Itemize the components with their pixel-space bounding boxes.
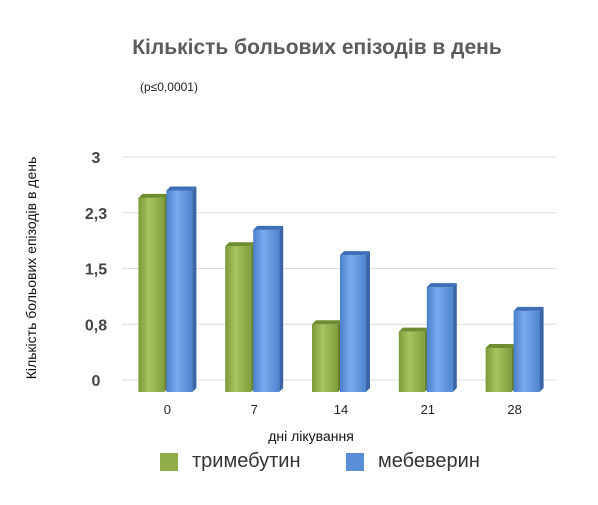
bar-mebeverin bbox=[426, 283, 457, 392]
y-axis-title: Кількість больових епізодів в день bbox=[23, 157, 39, 380]
legend-label-trimebutin: тримебутин bbox=[192, 450, 301, 472]
legend-item-mebeverin: мебеверин bbox=[346, 450, 480, 473]
x-tick-label: 21 bbox=[421, 402, 435, 417]
legend-label-mebeverin: мебеверин bbox=[378, 450, 480, 472]
bar-trimebutin bbox=[312, 320, 342, 392]
x-tick-label: 28 bbox=[507, 402, 521, 417]
legend-item-trimebutin: тримебутин bbox=[160, 450, 301, 473]
chart-subtitle: (p≤0,0001) bbox=[140, 80, 198, 94]
chart-title: Кількість больових епізодів в день bbox=[132, 36, 502, 59]
x-tick-label: 7 bbox=[251, 402, 258, 417]
bar-trimebutin bbox=[138, 193, 169, 392]
y-tick-label: 0,8 bbox=[85, 317, 107, 334]
legend-swatch-trimebutin bbox=[160, 452, 178, 471]
bar-mebeverin bbox=[513, 306, 544, 392]
bar-mebeverin bbox=[166, 186, 197, 392]
x-axis-title: дні лікування bbox=[268, 428, 354, 444]
x-tick-label: 0 bbox=[164, 402, 171, 417]
x-tick-label: 14 bbox=[334, 402, 348, 417]
bar-trimebutin bbox=[225, 242, 256, 392]
y-tick-label: 1,5 bbox=[85, 262, 107, 279]
legend-swatch-mebeverin bbox=[346, 452, 364, 471]
bar-mebeverin bbox=[340, 251, 370, 392]
bar-mebeverin bbox=[253, 225, 284, 392]
y-tick-label: 0 bbox=[92, 373, 101, 390]
y-tick-label: 2,3 bbox=[85, 206, 107, 223]
bar-trimebutin bbox=[485, 344, 516, 392]
y-tick-label: 3 bbox=[92, 150, 101, 167]
bar-trimebutin bbox=[398, 327, 429, 392]
